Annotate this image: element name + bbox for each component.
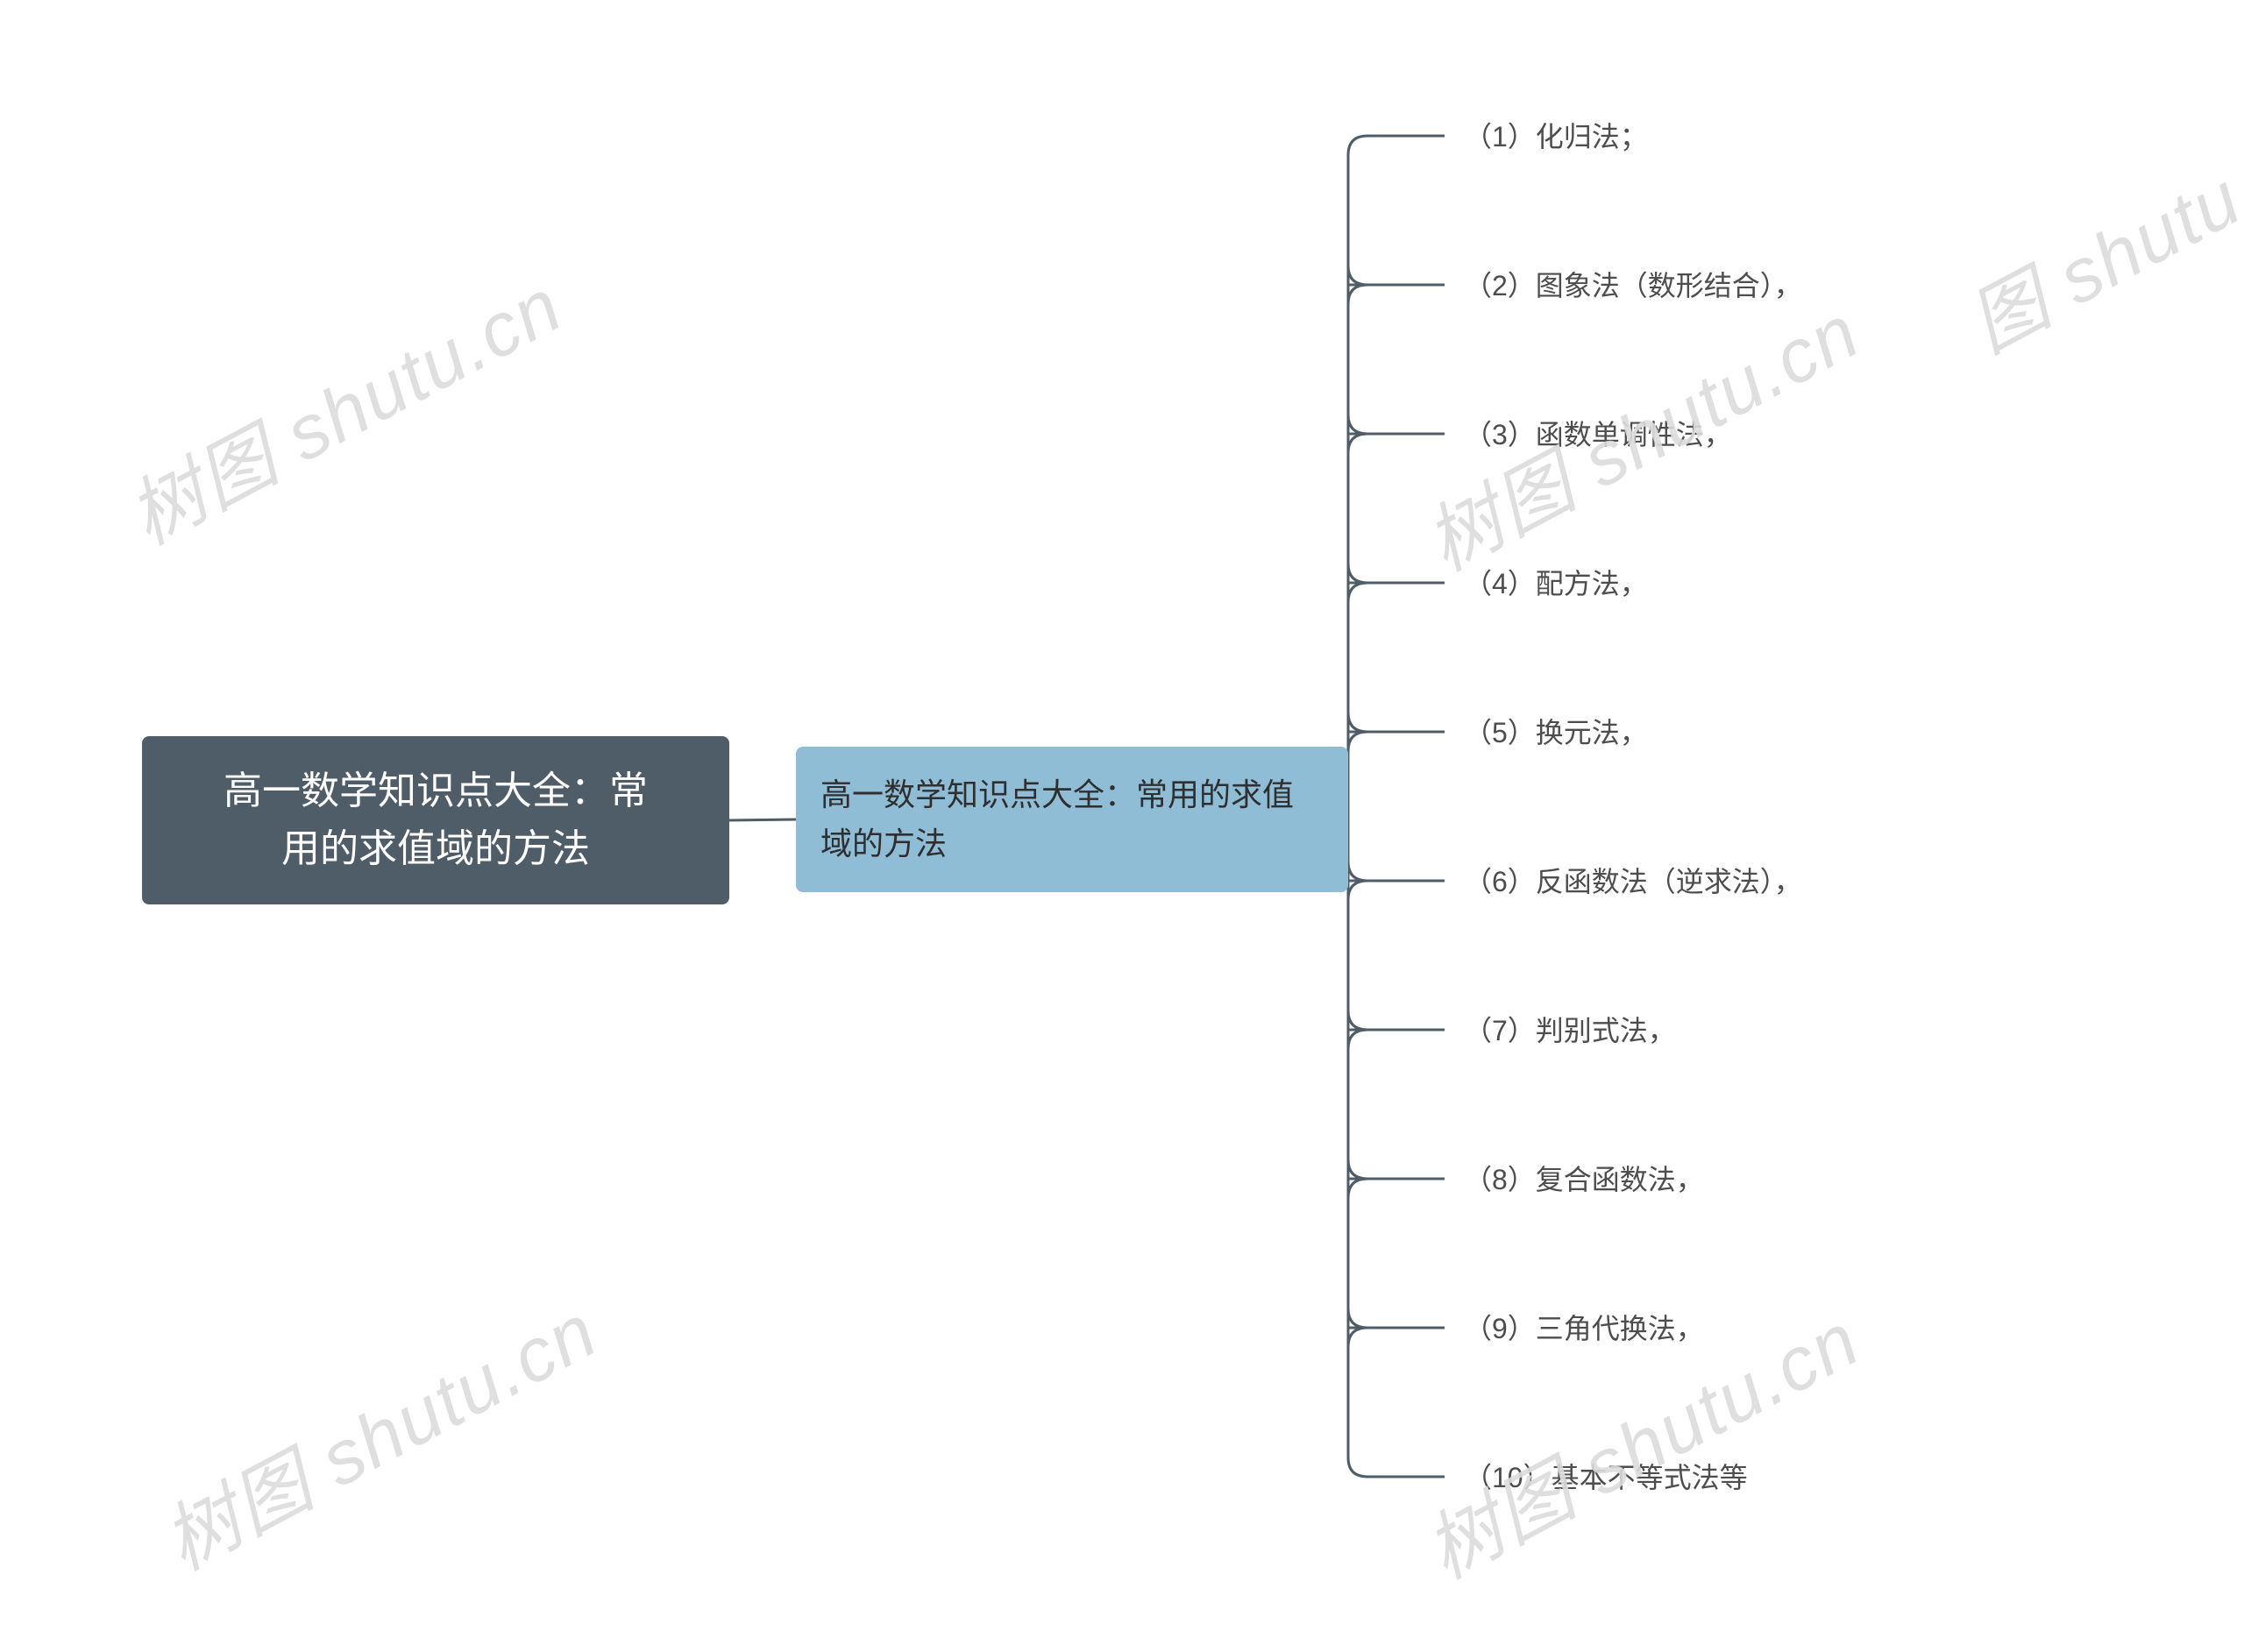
leaf-node[interactable]: （4）配方法， bbox=[1464, 567, 1648, 600]
watermark-text: 图 shutu.c bbox=[1956, 127, 2244, 368]
leaf-label: （1）化归法； bbox=[1464, 121, 1648, 152]
leaf-label: （8）复合函数法， bbox=[1464, 1164, 1704, 1195]
leaf-label: （10）基本不等式法等 bbox=[1464, 1462, 1748, 1493]
sub-node[interactable]: 高一数学知识点大全：常用的求值 域的方法 bbox=[796, 747, 1348, 892]
root-label-line1: 高一数学知识点大全：常 bbox=[224, 762, 648, 820]
leaf-label: （3）函数单调性法， bbox=[1464, 419, 1732, 450]
leaf-node[interactable]: （8）复合函数法， bbox=[1464, 1163, 1704, 1196]
root-node[interactable]: 高一数学知识点大全：常 用的求值域的方法 bbox=[142, 736, 729, 904]
mindmap-canvas: 高一数学知识点大全：常 用的求值域的方法 高一数学知识点大全：常用的求值 域的方… bbox=[0, 0, 2244, 1652]
leaf-node[interactable]: （5）换元法， bbox=[1464, 716, 1648, 749]
leaf-node[interactable]: （9）三角代换法， bbox=[1464, 1312, 1704, 1345]
leaf-label: （7）判别式法， bbox=[1464, 1015, 1676, 1046]
leaf-node[interactable]: （7）判别式法， bbox=[1464, 1014, 1676, 1047]
watermark: 树图 shutu.cn bbox=[141, 1271, 613, 1591]
leaf-label: （4）配方法， bbox=[1464, 568, 1648, 599]
watermark-text: 树图 shutu.cn bbox=[151, 1288, 611, 1586]
leaf-node[interactable]: （6）反函数法（逆求法）， bbox=[1464, 865, 1802, 898]
watermark: 树图 shutu.cn bbox=[106, 245, 578, 565]
root-label-line2: 用的求值域的方法 bbox=[224, 820, 648, 878]
leaf-label: （5）换元法， bbox=[1464, 717, 1648, 748]
watermark: 图 shutu.c bbox=[1947, 109, 2244, 372]
leaf-node[interactable]: （2）图象法（数形结合）， bbox=[1464, 269, 1802, 302]
leaf-node[interactable]: （3）函数单调性法， bbox=[1464, 418, 1732, 451]
sub-label-line2: 域的方法 bbox=[820, 819, 1294, 869]
leaf-node[interactable]: （1）化归法； bbox=[1464, 120, 1648, 153]
watermark-text: 树图 shutu.cn bbox=[116, 263, 576, 561]
leaf-label: （9）三角代换法， bbox=[1464, 1313, 1704, 1344]
leaf-node[interactable]: （10）基本不等式法等 bbox=[1464, 1461, 1748, 1494]
leaf-label: （2）图象法（数形结合）， bbox=[1464, 270, 1802, 301]
sub-label-line1: 高一数学知识点大全：常用的求值 bbox=[820, 770, 1294, 819]
leaf-label: （6）反函数法（逆求法）， bbox=[1464, 866, 1802, 897]
